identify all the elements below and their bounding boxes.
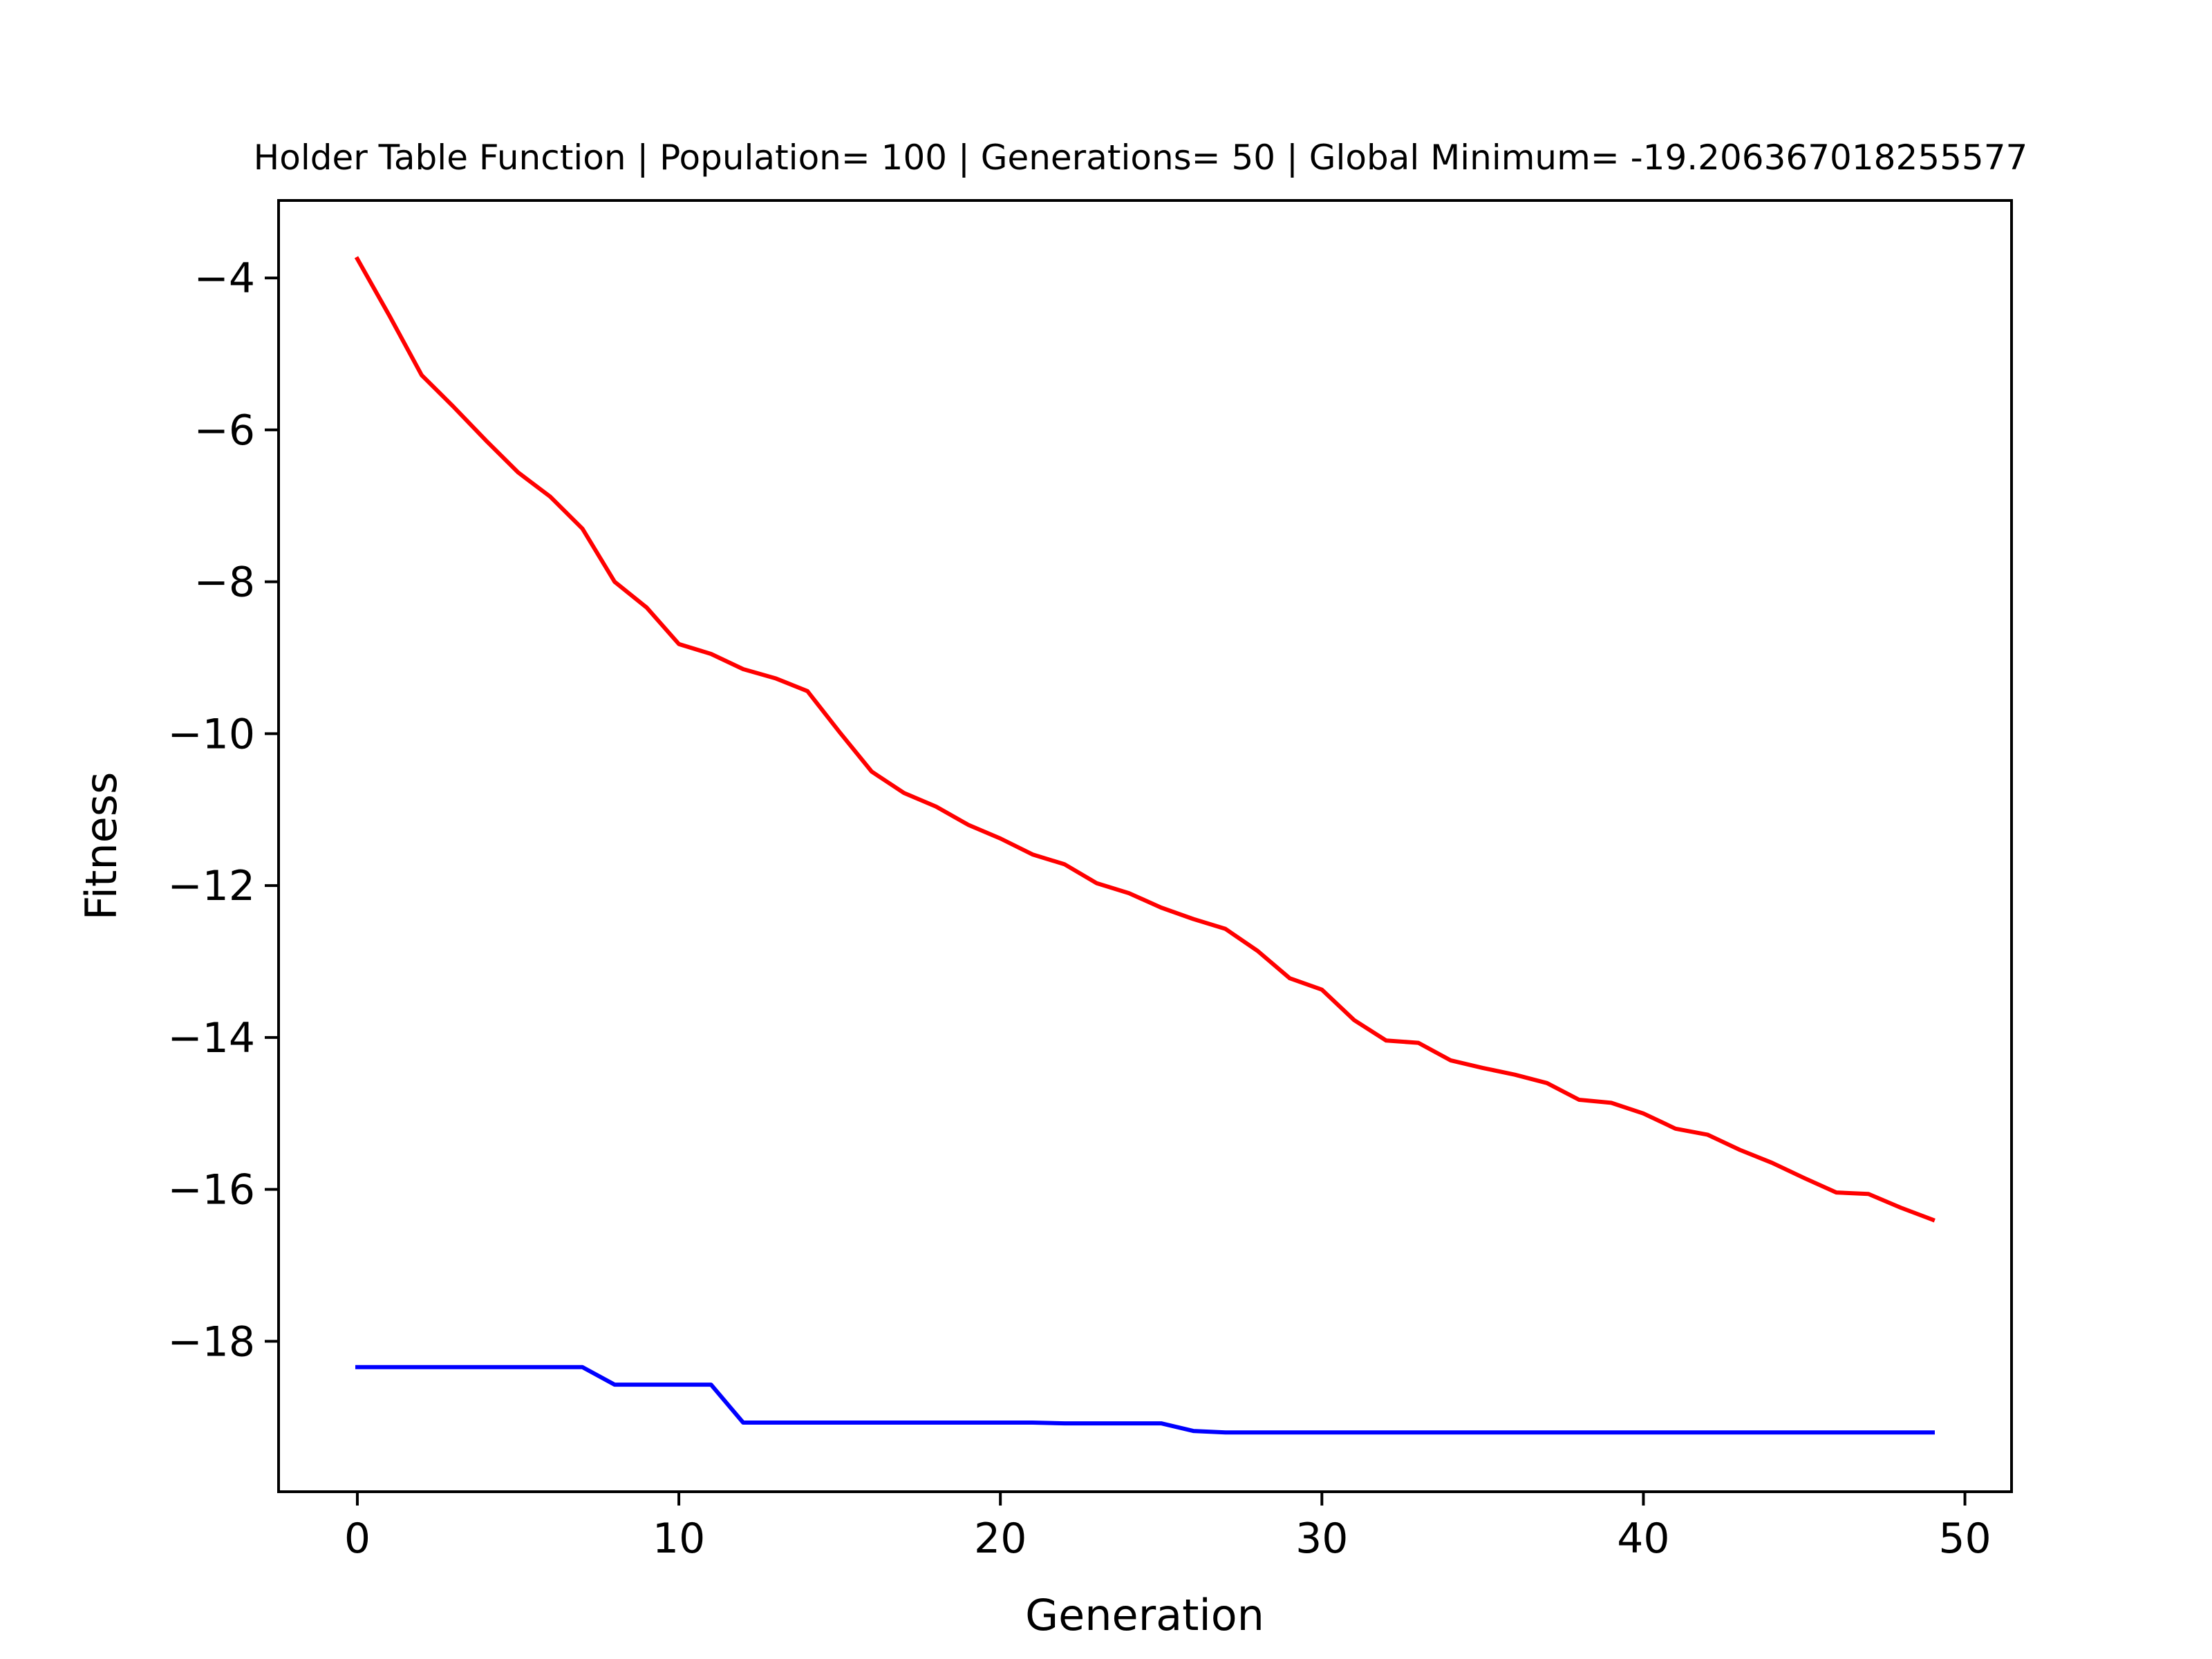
series-line-2: [355, 1365, 1935, 1435]
chart-title: Holder Table Function | Population= 100 …: [254, 138, 2028, 178]
y-tick-label: −4: [194, 254, 255, 303]
y-tick-label: −16: [167, 1166, 255, 1215]
x-tick-label: 50: [1938, 1515, 1991, 1563]
y-tick-label: −12: [167, 862, 255, 910]
x-axis-ticks: 0 10 20 30 40 50: [344, 1492, 1991, 1563]
x-tick-label: 30: [1295, 1515, 1348, 1563]
y-axis-ticks: −4 −6 −8 −10 −12 −14 −16 −18: [167, 254, 279, 1366]
y-tick-label: −10: [167, 710, 255, 758]
plot-frame: [277, 199, 2013, 1493]
x-tick-label: 40: [1617, 1515, 1669, 1563]
x-tick-label: 20: [974, 1515, 1027, 1563]
y-axis-label: Fitness: [76, 772, 126, 921]
y-tick-label: −14: [167, 1014, 255, 1062]
y-tick-label: −18: [167, 1318, 255, 1366]
x-tick-label: 10: [653, 1515, 705, 1563]
x-tick-label: 0: [344, 1515, 371, 1563]
series-layer: [354, 256, 1936, 1435]
x-axis-label: Generation: [1025, 1590, 1264, 1640]
y-tick-label: −8: [194, 559, 255, 607]
y-tick-label: −6: [194, 406, 255, 455]
series-line-1: [354, 256, 1936, 1223]
